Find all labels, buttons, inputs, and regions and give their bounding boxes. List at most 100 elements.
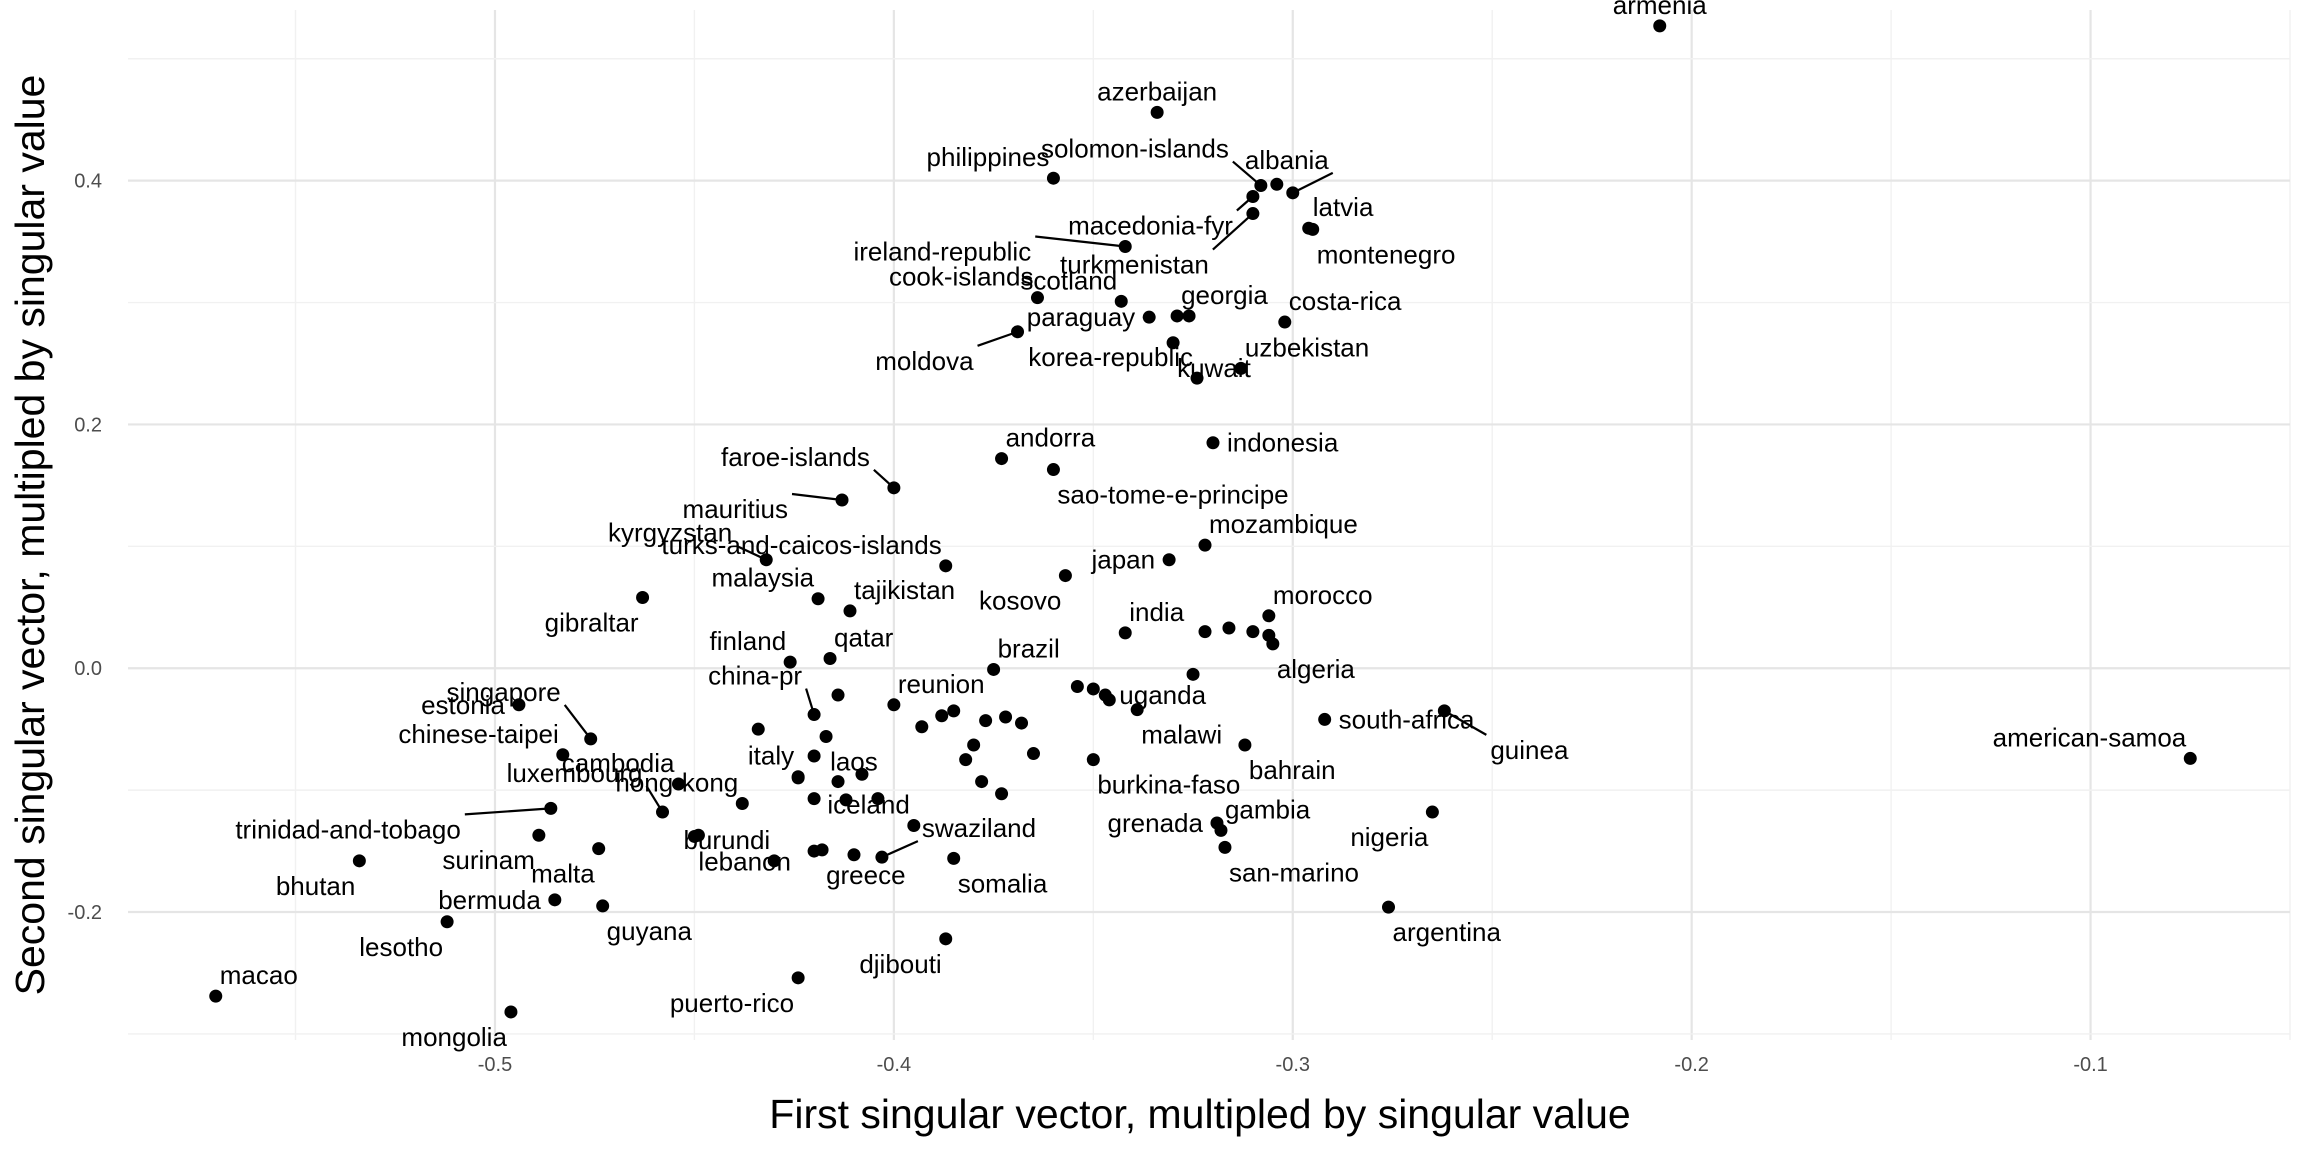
point-korea-republic [1190, 371, 1204, 385]
label-georgia: georgia [1181, 280, 1268, 310]
point-brazil [987, 662, 1001, 676]
point [1026, 747, 1040, 761]
label-solomon-islands: solomon-islands [1041, 134, 1229, 164]
point-chinese-taipei [556, 748, 570, 762]
point-bahrain [1238, 738, 1252, 752]
point [995, 787, 1009, 801]
label-kosovo: kosovo [979, 586, 1061, 616]
label-burkina-faso: burkina-faso [1097, 770, 1240, 800]
leader-guinea [1443, 709, 1487, 736]
point-georgia [1170, 309, 1184, 323]
point [975, 775, 989, 789]
point-solomon-islands [1254, 179, 1268, 193]
y-axis-title: Second singular vector, multipled by sin… [7, 75, 53, 996]
point-macedonia-fyr [1246, 189, 1260, 203]
label-mozambique: mozambique [1209, 509, 1358, 539]
point [1246, 625, 1260, 639]
point-guinea [1437, 704, 1451, 718]
point [871, 792, 885, 806]
label-armenia: armenia [1613, 0, 1707, 20]
point-sao-tome-e-principe [1046, 463, 1060, 477]
label-guyana: guyana [607, 916, 693, 946]
point [1102, 693, 1116, 707]
label-korea-republic: korea-republic [1028, 342, 1193, 372]
point-malaysia [811, 592, 825, 606]
label-nigeria: nigeria [1350, 822, 1429, 852]
point-singapore [584, 732, 598, 746]
leader-singapore [563, 704, 592, 740]
label-bermuda: bermuda [438, 885, 541, 915]
point-gibraltar [636, 591, 650, 605]
point [967, 738, 981, 752]
label-swaziland: swaziland [922, 813, 1036, 843]
point-reunion [887, 698, 901, 712]
point-guyana [596, 899, 610, 913]
y-tick-label: 0.4 [74, 171, 102, 193]
point-azerbaijan [1150, 105, 1164, 119]
leader-albania [1292, 171, 1334, 194]
point-faroe-islands [887, 481, 901, 495]
point [947, 704, 961, 718]
label-djibouti: djibouti [859, 949, 941, 979]
label-luxembourg: luxembourg [507, 758, 643, 788]
point [959, 753, 973, 767]
label-reunion: reunion [898, 669, 985, 699]
point-trinidad-and-tobago [544, 801, 558, 815]
point-uzbekistan [1234, 361, 1248, 375]
label-burundi: burundi [683, 825, 770, 855]
point-finland [783, 655, 797, 669]
point-indonesia [1206, 436, 1220, 450]
point-armenia [1653, 19, 1667, 33]
point [1222, 621, 1236, 635]
point-turks-and-caicos-islands [939, 559, 953, 573]
point [831, 775, 845, 789]
label-south-africa: south-africa [1339, 704, 1475, 734]
point [831, 688, 845, 702]
point-estonia [512, 698, 526, 712]
point [751, 722, 765, 736]
point-cambodia [671, 777, 685, 791]
point-macao [209, 989, 223, 1003]
label-japan: japan [1090, 545, 1155, 575]
label-india: india [1129, 597, 1184, 627]
point-iceland [907, 818, 921, 832]
point [979, 714, 993, 728]
point [1186, 667, 1200, 681]
point [791, 771, 805, 785]
label-indonesia: indonesia [1227, 428, 1339, 458]
label-puerto-rico: puerto-rico [670, 988, 794, 1018]
point-burkina-faso [1086, 753, 1100, 767]
point [1070, 680, 1084, 694]
label-leader-lines [464, 160, 1487, 859]
y-tick-labels: -0.2 0.0 0.2 0.4 [68, 171, 102, 924]
label-andorra: andorra [1006, 423, 1096, 453]
point-nigeria [1425, 805, 1439, 819]
label-gambia: gambia [1225, 794, 1311, 824]
point-gambia [1214, 823, 1228, 837]
point [935, 709, 949, 723]
x-tick-label: -0.1 [2073, 1054, 2107, 1076]
point-surinam [532, 828, 546, 842]
label-bhutan: bhutan [276, 871, 356, 901]
point-luxembourg [656, 805, 670, 819]
point-lesotho [440, 915, 454, 929]
label-macao: macao [220, 960, 298, 990]
leader-swaziland [881, 840, 919, 859]
point-labels: armenia azerbaijan philippinessolomon-isla… [220, 0, 2187, 1052]
point [1198, 625, 1212, 639]
leader-mauritius [791, 492, 843, 502]
label-kyrgyzstan: kyrgyzstan [608, 518, 732, 548]
x-axis-title: First singular vector, multipled by sing… [769, 1091, 1630, 1137]
label-cambodia: cambodia [562, 748, 675, 778]
x-tick-label: -0.3 [1276, 1054, 1310, 1076]
label-singapore: singapore [447, 677, 561, 707]
label-chinese-taipei: chinese-taipei [398, 719, 558, 749]
point-kosovo [1058, 569, 1072, 583]
label-latvia: latvia [1313, 192, 1374, 222]
point-laos [819, 729, 833, 743]
label-trinidad-and-tobago: trinidad-and-tobago [235, 814, 461, 844]
label-uganda: uganda [1119, 680, 1206, 710]
point-south-africa [1318, 712, 1332, 726]
label-malta: malta [531, 859, 595, 889]
